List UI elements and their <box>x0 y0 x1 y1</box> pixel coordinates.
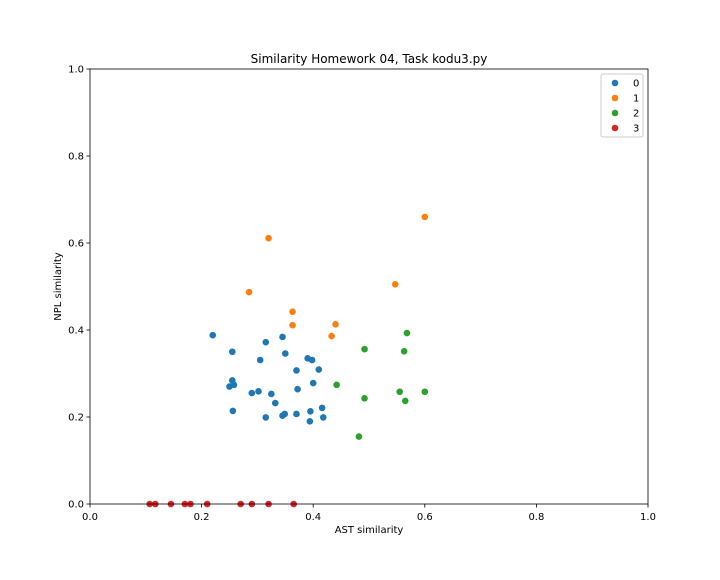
x-tick-label: 0.0 <box>82 512 98 523</box>
x-axis-label: AST similarity <box>335 525 404 536</box>
legend-label: 1 <box>633 94 639 105</box>
chart-title: Similarity Homework 04, Task kodu3.py <box>251 52 488 66</box>
y-tick-label: 0.8 <box>68 152 84 163</box>
scatter-point-series-0 <box>209 331 217 339</box>
legend-marker-0 <box>611 79 619 87</box>
x-axis-ticks: 0.0 0.2 0.4 0.6 0.8 1.0 <box>82 504 656 523</box>
y-tick-label: 1.0 <box>68 65 84 76</box>
x-tick-label: 1.0 <box>640 512 656 523</box>
scatter-point-series-0 <box>248 389 256 397</box>
legend-label: 0 <box>633 79 639 90</box>
scatter-point-series-0 <box>309 379 317 387</box>
y-tick-label: 0.2 <box>68 413 84 424</box>
legend-marker-1 <box>611 94 619 102</box>
scatter-point-series-2 <box>355 433 363 440</box>
plot-area-frame <box>89 68 649 505</box>
legend: 0 1 2 3 <box>600 73 644 138</box>
scatter-point-series-1 <box>289 321 296 329</box>
scatter-point-series-0 <box>268 390 275 398</box>
scatter-point-series-0 <box>294 385 301 393</box>
scatter-point-series-1 <box>332 321 339 328</box>
scatter-point-series-0 <box>318 404 326 412</box>
legend-marker-3 <box>611 124 619 132</box>
y-tick-label: 0.4 <box>68 326 84 337</box>
y-axis-ticks: 0.0 0.2 0.4 0.6 0.8 1.0 <box>68 65 90 511</box>
legend-label: 3 <box>633 124 639 135</box>
x-tick-label: 0.8 <box>528 512 544 523</box>
x-tick-label: 0.2 <box>194 512 210 523</box>
scatter-point-series-1 <box>265 234 272 242</box>
data-points <box>146 213 429 508</box>
scatter-point-series-2 <box>401 397 409 405</box>
scatter-point-series-0 <box>306 418 314 425</box>
scatter-point-series-1 <box>391 281 399 288</box>
scatter-point-series-1 <box>421 213 429 221</box>
legend-marker-2 <box>611 109 619 117</box>
scatter-point-series-1 <box>289 308 296 316</box>
y-tick-label: 0.0 <box>68 500 84 511</box>
legend-box <box>600 73 644 138</box>
scatter-point-series-1 <box>328 332 335 340</box>
scatter-point-series-0 <box>319 414 327 421</box>
scatter-point-series-2 <box>333 381 340 389</box>
legend-label: 2 <box>633 109 639 120</box>
x-tick-label: 0.4 <box>305 512 321 523</box>
scatter-point-series-0 <box>271 399 279 407</box>
scatter-point-series-0 <box>262 338 270 346</box>
scatter-point-series-0 <box>262 414 270 421</box>
scatter-point-series-0 <box>282 350 289 357</box>
scatter-point-series-2 <box>403 329 411 337</box>
scatter-point-series-0 <box>281 410 289 418</box>
scatter-point-series-2 <box>396 388 403 396</box>
scatter-point-series-2 <box>361 345 368 353</box>
scatter-point-series-0 <box>315 366 323 373</box>
scatter-point-series-1 <box>245 288 253 296</box>
scatter-point-series-2 <box>361 394 368 402</box>
scatter-point-series-0 <box>230 381 238 389</box>
scatter-point-series-2 <box>400 348 408 355</box>
scatter-point-series-0 <box>228 348 236 356</box>
scatter-point-series-0 <box>279 333 286 341</box>
scatter-point-series-0 <box>307 408 314 415</box>
scatter-point-series-0 <box>293 367 300 374</box>
scatter-point-series-2 <box>421 388 429 396</box>
x-tick-label: 0.6 <box>417 512 433 523</box>
scatter-point-series-0 <box>229 407 237 415</box>
scatter-point-series-0 <box>255 388 262 395</box>
scatter-point-series-0 <box>256 356 264 364</box>
y-axis-label: NPL similarity <box>53 252 64 320</box>
y-tick-label: 0.6 <box>68 239 84 250</box>
scatter-point-series-0 <box>293 410 300 418</box>
scatter-point-series-0 <box>308 356 316 364</box>
